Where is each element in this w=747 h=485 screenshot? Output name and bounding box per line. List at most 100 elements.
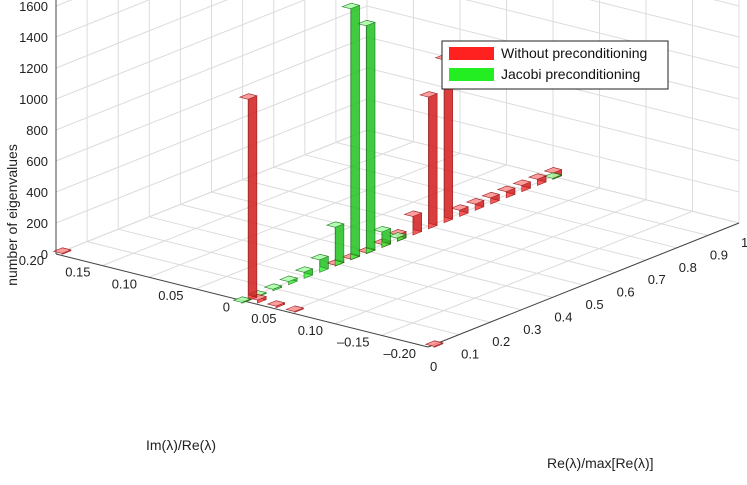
bar-top-face [279,275,299,282]
bar-jacobi-preconditioning [543,172,563,180]
x-axis-line [427,222,740,348]
side-wall-gridline-z [366,67,740,162]
bar-top-face [403,210,423,217]
x-tick-label: 0.6 [617,285,635,300]
bar-jacobi-preconditioning [294,266,314,279]
side-wall-gridline-z [464,0,740,69]
bar-top-face [388,232,407,239]
bar-without-preconditioning [512,179,532,193]
bar-top-face [294,266,314,273]
bar-without-preconditioning [424,340,444,348]
z-tick-label: 1200 [19,61,48,76]
bar-jacobi-preconditioning [388,232,407,242]
bar-top-face [52,247,72,254]
z-axis-label: number of eigenvalues [4,144,20,286]
bar-side-face [248,93,258,298]
legend: Without preconditioning Jacobi precondit… [441,40,669,90]
floor-gridline-y [381,210,693,336]
y-tick-label: 0.05 [251,311,276,326]
legend-label-without-preconditioning: Without preconditioning [501,45,647,61]
bar-top-face [266,300,286,307]
bar-top-face [450,204,470,211]
back-wall-gridline-z [55,0,306,100]
x-tick-label: 0.3 [523,322,541,337]
bar-top-face [310,253,330,261]
bar-without-preconditioning [450,204,470,217]
bar-top-face [232,296,252,303]
x-tick-label: 0.2 [492,334,510,349]
floor-gridline-y [334,199,647,325]
bar-top-face [527,173,547,180]
bar-without-preconditioning [465,198,485,211]
back-wall-gridline-z [55,67,368,193]
bar-without-preconditioning [434,54,454,224]
z-tick-label: 400 [26,185,48,200]
bar-without-preconditioning [403,210,423,236]
x-tick-label: 0.9 [710,247,728,262]
bar-jacobi-preconditioning [263,283,283,292]
bar-without-preconditioning [52,247,72,255]
bar-top-face [341,2,361,10]
bar-top-face [263,283,283,290]
ticks-layer: 0 0.1 0.2 0.3 0.4 0.5 0.6 0.7 0.8 0.9 1.0 –0.20 –0.1… [19,0,747,374]
z-tick-label: 1400 [19,30,48,45]
floor-gridline-y [288,187,600,313]
x-tick-label: 0.1 [461,347,479,362]
side-wall-gridline-z [588,0,740,38]
x-tick-label: 0.7 [648,272,666,287]
bar-without-preconditioning [266,300,286,309]
bar-side-face [366,19,376,251]
y-axis-label: Im(λ)/Re(λ) [146,437,216,453]
bar-top-face [543,172,563,179]
x-axis-label: Re(λ)/max[Re(λ)] [547,455,654,471]
floor-gridline-y [148,152,461,278]
legend-label-jacobi-preconditioning: Jacobi preconditioning [501,66,640,82]
z-tick-label: 800 [26,123,48,138]
bar-jacobi-preconditioning [310,253,330,273]
x-tick-label: 0 [430,359,437,374]
bar-without-preconditioning [285,305,305,313]
bar-top-face [543,167,563,174]
back-wall-gridline-z [55,36,368,162]
bar-jacobi-preconditioning [341,2,361,261]
y-tick-label: –0.15 [337,334,370,349]
back-wall-gridline-z [55,5,368,131]
bar-jacobi-preconditioning [372,226,392,248]
y-tick-label: 0.20 [19,253,44,268]
x-tick-label: 1.0 [741,235,747,250]
bar-jacobi-preconditioning [325,221,345,267]
legend-swatch-jacobi-preconditioning [449,68,494,81]
legend-swatch-without-preconditioning [449,47,494,60]
z-tick-label: 600 [26,154,48,169]
bar-without-preconditioning [527,173,547,186]
bar-without-preconditioning [496,185,516,199]
y-tick-label: 0 [223,300,230,315]
z-tick-label: 1000 [19,92,48,107]
bar-top-face [481,191,501,199]
bar-top-face [512,179,532,186]
x-tick-label: 0.8 [679,260,697,275]
y-tick-label: 0.15 [65,265,90,280]
y-tick-label: –0.20 [383,346,416,361]
y-tick-label: 0.05 [158,288,183,303]
bar-side-face [428,91,438,226]
bar-top-face [356,19,376,27]
bar-top-face [238,93,258,100]
y-tick-label: 0.10 [298,323,323,338]
bar-side-face [350,2,360,257]
back-wall-gridline-z [55,0,228,69]
bar-top-face [419,91,439,98]
grid-layer [55,0,740,348]
y-tick-label: 0.10 [112,276,137,291]
z-tick-label: 0 [41,247,48,262]
bar-jacobi-preconditioning [232,296,252,304]
z-tick-label: 200 [26,216,48,231]
back-wall-gridline-z [55,98,368,224]
bar-top-face [424,340,444,347]
bar-jacobi-preconditioning [356,19,376,255]
bar-top-face [465,198,485,205]
x-tick-label: 0.4 [554,309,572,324]
bar-top-face [372,226,392,233]
bar-top-face [496,185,516,193]
